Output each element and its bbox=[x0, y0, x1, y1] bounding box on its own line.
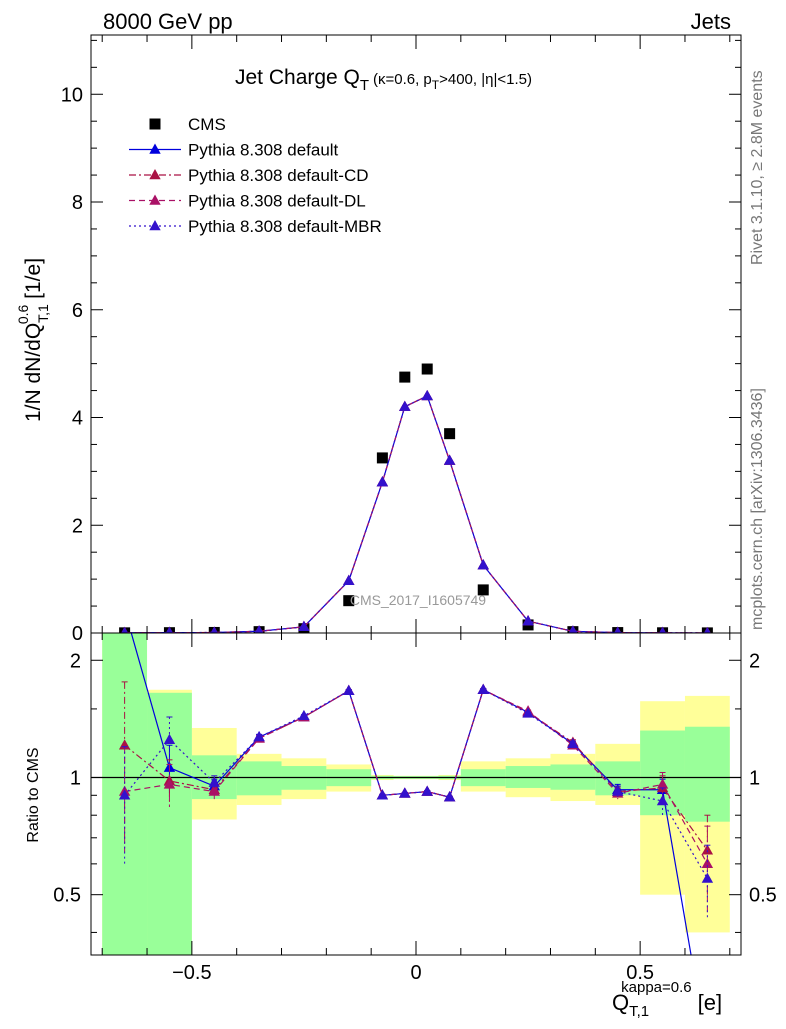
ratio-y-tick-label-right: 2 bbox=[749, 650, 760, 672]
cms-data-point bbox=[343, 595, 355, 607]
ratio-marker bbox=[421, 785, 433, 796]
legend-entry-label: Pythia 8.308 default bbox=[188, 141, 339, 160]
ratio-marker bbox=[118, 789, 131, 800]
mc-marker bbox=[376, 476, 389, 487]
ratio-y-tick-label-right: 1 bbox=[749, 767, 760, 789]
mc-marker bbox=[399, 400, 411, 411]
main-y-tick-label: 2 bbox=[72, 515, 83, 537]
ratio-marker bbox=[443, 791, 456, 802]
ratio-marker bbox=[298, 709, 310, 721]
legend-marker-cms bbox=[149, 118, 161, 130]
mc-marker bbox=[477, 559, 489, 570]
main-y-tick-label: 0 bbox=[72, 623, 83, 645]
cms-data-point bbox=[399, 371, 411, 383]
ratio-marker bbox=[208, 776, 220, 787]
x-tick-label: 0.5 bbox=[626, 962, 654, 984]
ratio-marker bbox=[253, 731, 265, 742]
ratio-marker bbox=[612, 785, 624, 796]
title-main: Jet Charge QT (κ=0.6, pT>400, |η|<1.5) bbox=[235, 66, 532, 94]
rivet-label: Rivet 3.1.10, ≥ 2.8M events bbox=[749, 70, 766, 265]
legend-entry-label: Pythia 8.308 default-CD bbox=[188, 166, 369, 185]
ratio-marker bbox=[701, 872, 714, 883]
ratio-marker bbox=[477, 683, 489, 694]
legend-entry-label: Pythia 8.308 default-MBR bbox=[188, 217, 382, 236]
ratio-marker bbox=[522, 707, 534, 718]
x-tick-label: 0 bbox=[410, 962, 421, 984]
mc-marker bbox=[568, 625, 578, 633]
chart-title: Jet Charge QT (κ=0.6, pT>400, |η|<1.5) bbox=[235, 66, 532, 94]
ratio-marker bbox=[656, 778, 669, 789]
legend-marker bbox=[149, 220, 161, 231]
ratio-y-tick-label: 0.5 bbox=[53, 885, 81, 907]
mc-marker bbox=[165, 626, 174, 633]
main-y-tick-label: 8 bbox=[72, 192, 83, 214]
ratio-marker bbox=[119, 604, 130, 614]
cms-data-point bbox=[477, 584, 489, 596]
axes: 0 2 4 6 8 10 −0.5 0 0.5 0.5 0.5 1 1 2 2 bbox=[53, 35, 777, 984]
ratio-marker bbox=[567, 737, 579, 749]
stat-band-bin bbox=[684, 726, 730, 822]
mc-marker bbox=[343, 574, 355, 585]
analysis-watermark: CMS_2017_I1605749 bbox=[350, 592, 486, 608]
stat-band-bin bbox=[236, 761, 282, 796]
legend-marker bbox=[149, 169, 161, 180]
main-y-tick-label: 10 bbox=[61, 84, 83, 106]
main-y-tick-label: 4 bbox=[72, 408, 83, 430]
legend-entry-label: Pythia 8.308 default-DL bbox=[188, 192, 366, 211]
svg-text:1/N dN/dQT,10.6 [1/e]: 1/N dN/dQT,10.6 [1/e] bbox=[15, 258, 51, 422]
mc-marker bbox=[121, 626, 129, 633]
mc-marker bbox=[421, 389, 433, 401]
cms-data-point bbox=[444, 428, 456, 440]
ratio-marker bbox=[208, 785, 220, 796]
x-axis-label: QT,1kappa=0.6[e] bbox=[612, 979, 722, 1020]
ratio-line-dotted bbox=[124, 688, 708, 879]
ratio-y-axis-label: Ratio to CMS bbox=[25, 747, 42, 842]
ratio-bands bbox=[91, 633, 741, 955]
main-y-axis-label: 1/N dN/dQT,10.6 [1/e] bbox=[15, 258, 51, 422]
ratio-marker bbox=[701, 857, 714, 869]
ratio-y-tick-label: 1 bbox=[70, 767, 81, 789]
ratio-y-tick-label: 2 bbox=[70, 650, 81, 672]
ratio-marker bbox=[376, 789, 389, 800]
process-label: Jets bbox=[691, 9, 731, 34]
energy-label: 8000 GeV pp bbox=[103, 9, 233, 34]
mc-marker bbox=[659, 626, 667, 633]
mc-marker bbox=[614, 626, 622, 633]
mc-marker bbox=[443, 454, 456, 465]
cms-data-point bbox=[421, 363, 433, 375]
main-y-tick-label: 6 bbox=[72, 300, 83, 322]
mc-marker bbox=[703, 626, 711, 633]
ratio-marker bbox=[399, 787, 411, 798]
mc-marker bbox=[522, 615, 534, 626]
ratio-panel-content bbox=[118, 604, 714, 955]
legend: CMS Pythia 8.308 default Pythia 8.308 defa… bbox=[129, 115, 382, 236]
cms-data-point bbox=[376, 452, 388, 464]
mc-marker bbox=[298, 620, 310, 632]
legend-marker bbox=[149, 194, 161, 205]
mcplots-label: mcplots.cern.ch [arXiv:1306.3436] bbox=[749, 388, 766, 630]
legend-entry-label: CMS bbox=[188, 115, 226, 134]
ratio-marker bbox=[656, 795, 669, 806]
legend-marker bbox=[149, 143, 161, 154]
ratio-marker bbox=[343, 684, 355, 695]
mc-marker bbox=[254, 625, 264, 633]
ratio-marker bbox=[163, 778, 176, 789]
ratio-y-tick-label-right: 0.5 bbox=[749, 885, 777, 907]
svg-text:QT,1kappa=0.6[e]: QT,1kappa=0.6[e] bbox=[612, 979, 722, 1020]
ratio-marker bbox=[163, 733, 176, 744]
mc-marker bbox=[210, 626, 218, 633]
x-tick-label: −0.5 bbox=[172, 962, 211, 984]
